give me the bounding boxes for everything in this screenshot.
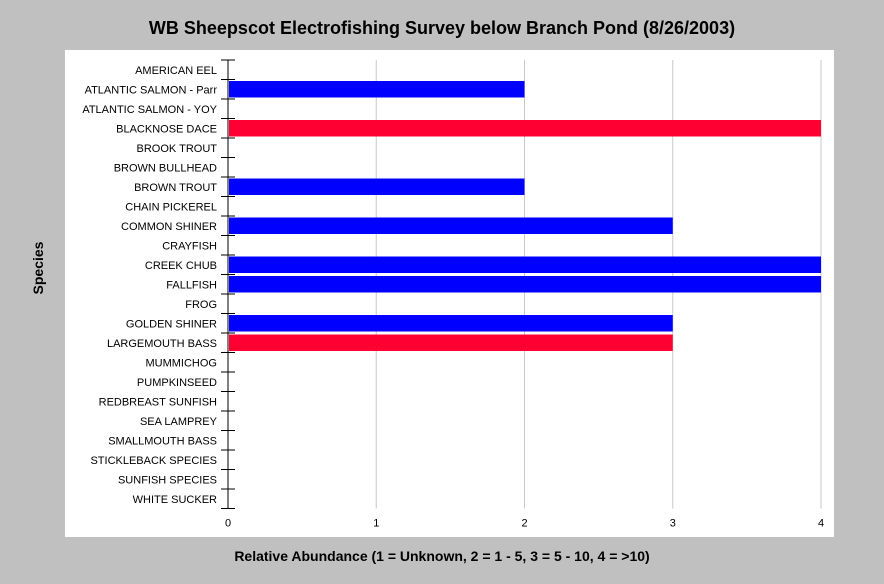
x-tick-label: 3	[670, 518, 676, 530]
category-label: LARGEMOUTH BASS	[107, 338, 217, 350]
category-label: SUNFISH SPECIES	[118, 474, 217, 486]
bar[interactable]	[229, 334, 673, 352]
x-tick-label: 0	[225, 518, 231, 530]
category-label: PUMPKINSEED	[137, 377, 217, 389]
bar[interactable]	[229, 276, 821, 293]
bar[interactable]	[229, 178, 525, 196]
category-label: CRAYFISH	[162, 240, 217, 252]
category-label: REDBREAST SUNFISH	[99, 396, 217, 408]
category-label: FROG	[185, 299, 217, 311]
chart-title: WB Sheepscot Electrofishing Survey below…	[148, 18, 736, 38]
bar[interactable]	[229, 81, 525, 98]
category-label: CHAIN PICKEREL	[125, 201, 217, 213]
bar[interactable]	[229, 217, 673, 235]
bar[interactable]	[229, 315, 673, 332]
category-label: FALLFISH	[166, 279, 217, 291]
category-label: ATLANTIC SALMON - YOY	[82, 104, 217, 116]
category-label: BLACKNOSE DACE	[116, 123, 217, 135]
category-label: CREEK CHUB	[145, 260, 217, 272]
category-label: COMMON SHINER	[121, 221, 217, 233]
x-tick-label: 2	[521, 518, 527, 530]
category-label: BROOK TROUT	[137, 143, 218, 155]
category-label: SMALLMOUTH BASS	[108, 435, 217, 447]
x-tick-label: 1	[373, 518, 379, 530]
category-label: SEA LAMPREY	[140, 416, 218, 428]
category-label: ATLANTIC SALMON - Parr	[85, 84, 218, 96]
x-axis-label: Relative Abundance (1 = Unknown, 2 = 1 -…	[234, 548, 650, 564]
category-label: MUMMICHOG	[146, 357, 218, 369]
x-tick-label: 4	[818, 518, 824, 530]
bar[interactable]	[229, 256, 821, 274]
category-label: WHITE SUCKER	[133, 494, 217, 506]
category-label: BROWN TROUT	[134, 182, 217, 194]
bar[interactable]	[229, 120, 821, 137]
category-label: GOLDEN SHINER	[126, 318, 217, 330]
category-label: BROWN BULLHEAD	[114, 162, 217, 174]
category-label: STICKLEBACK SPECIES	[90, 455, 217, 467]
category-label: AMERICAN EEL	[135, 65, 217, 77]
